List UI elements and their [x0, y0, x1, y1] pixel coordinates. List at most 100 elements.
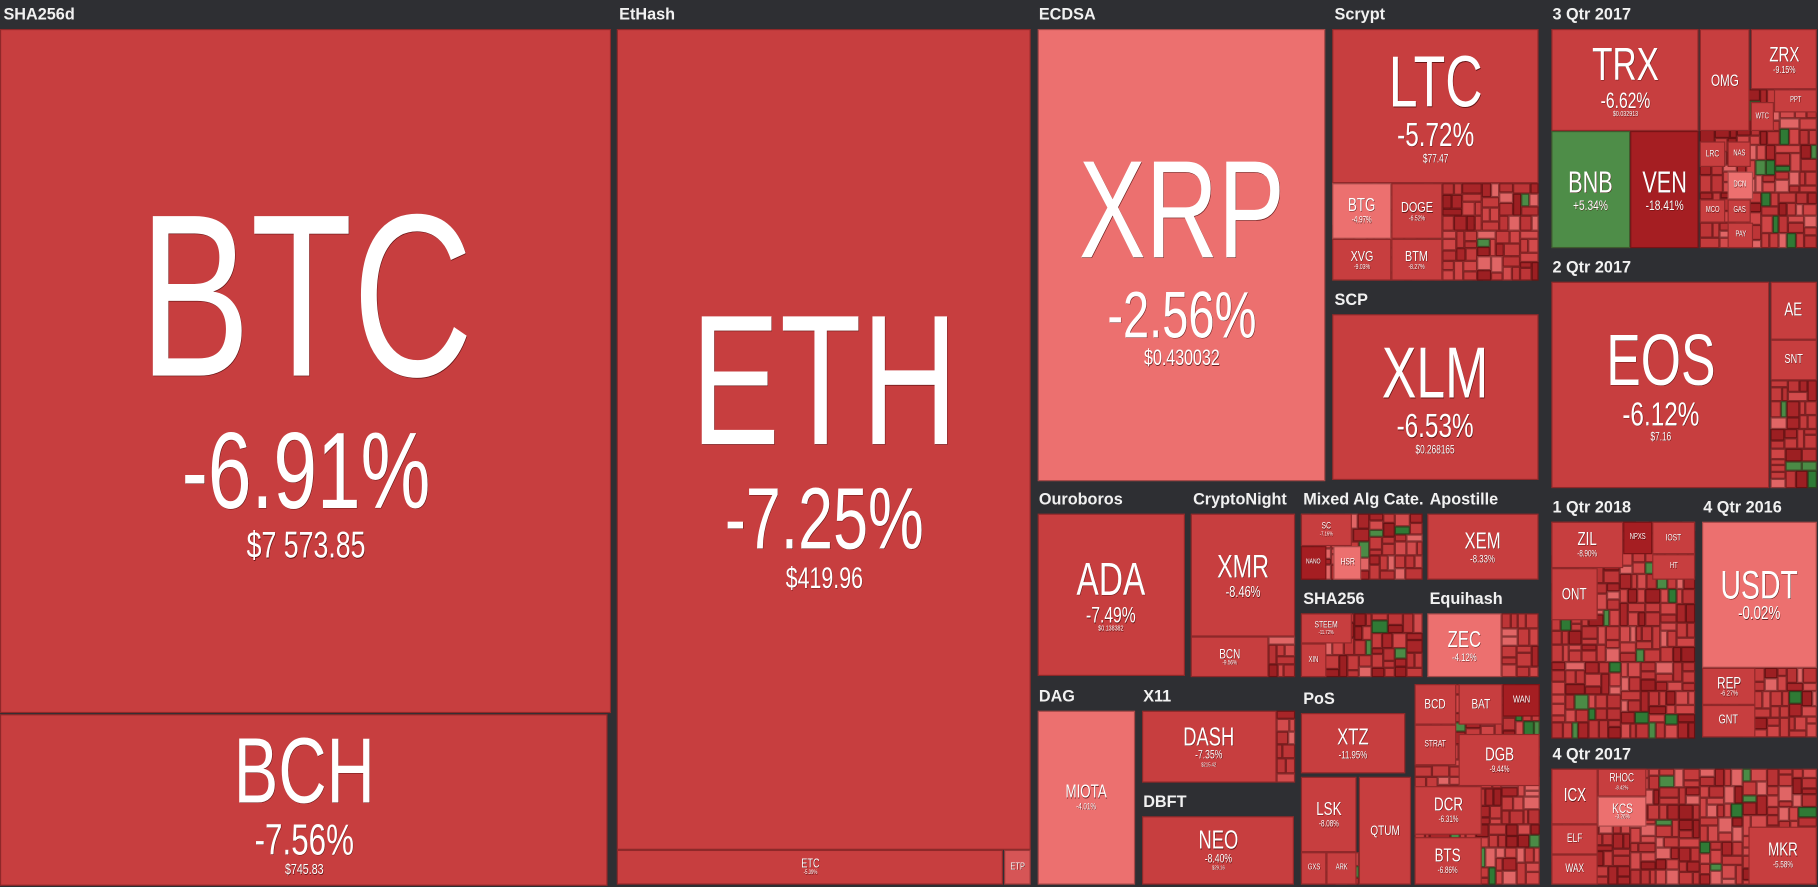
mini-tile	[1778, 786, 1793, 802]
coin-tile[interactable]: WAX	[1551, 854, 1598, 885]
coin-tile[interactable]: ADA -7.49% $0.138382	[1037, 513, 1185, 676]
coin-tile[interactable]: DGB -9.44%	[1458, 733, 1540, 787]
coin-tile[interactable]: BCD	[1414, 684, 1457, 725]
coin-tile[interactable]: SNT	[1770, 339, 1817, 381]
coin-tile[interactable]: EOS -6.12% $7.16	[1551, 281, 1770, 489]
coin-tile[interactable]: XMR -8.46%	[1190, 513, 1296, 637]
coin-tile[interactable]: BAT	[1458, 684, 1503, 725]
coin-tile[interactable]: NAS	[1727, 141, 1751, 167]
coin-tile[interactable]: MKR -5.58%	[1748, 826, 1817, 885]
coin-tile[interactable]: DOGE -6.52%	[1391, 183, 1443, 239]
coin-tile[interactable]: XVG -9.03%	[1332, 238, 1392, 281]
coin-tile[interactable]: XTZ -11.95%	[1300, 713, 1406, 774]
coin-tile[interactable]: WTC	[1750, 102, 1774, 132]
group-header: 4 Qtr 2016	[1703, 497, 1782, 516]
coin-tile[interactable]: RHOC -8.42%	[1597, 768, 1647, 797]
mini-tile	[1394, 666, 1407, 678]
coin-label: GAS	[1733, 207, 1745, 215]
coin-tile[interactable]: ETP	[1004, 849, 1031, 885]
coin-tile[interactable]: BCN -9.56%	[1190, 636, 1269, 678]
mini-tile	[1462, 201, 1475, 216]
coin-tile[interactable]: STEEM -11.72%	[1300, 613, 1352, 644]
coin-tile[interactable]: BNB +5.34%	[1551, 131, 1631, 249]
mini-tile	[1677, 722, 1689, 739]
coin-tile[interactable]: ONT	[1551, 568, 1598, 621]
coin-tile[interactable]: TRX -6.62% $0.032913	[1551, 28, 1699, 132]
coin-tile[interactable]: LTC -5.72% $77.47	[1332, 28, 1539, 184]
mini-tile	[1347, 670, 1359, 678]
mini-tile	[1531, 262, 1539, 281]
mini-tile	[1568, 644, 1582, 651]
mini-tile	[1442, 230, 1457, 239]
coin-tile[interactable]: GNT	[1702, 704, 1756, 738]
coin-tile[interactable]: WAN	[1502, 684, 1540, 717]
mini-tile	[1520, 267, 1532, 281]
coin-tile[interactable]: ZEC -4.12%	[1427, 613, 1502, 678]
coin-tile[interactable]: ETH -7.25% $419.96	[616, 28, 1031, 850]
coin-tile[interactable]: BTC -6.91% $7 573.85	[0, 28, 612, 714]
mini-tile	[1365, 640, 1372, 656]
coin-tile[interactable]: IOST	[1652, 521, 1696, 555]
mini-tile	[1655, 847, 1671, 860]
coin-tile[interactable]: BTM -8.27%	[1391, 238, 1443, 281]
coin-tile[interactable]: NEO -8.40% $29.16	[1142, 816, 1294, 885]
coin-tile[interactable]: LSK -8.08%	[1300, 776, 1357, 853]
mini-tile	[1513, 193, 1522, 216]
coin-label: DOGE -6.52%	[1401, 199, 1433, 223]
coin-tile[interactable]: XIN	[1300, 643, 1327, 678]
mini-tile	[1742, 768, 1751, 782]
coin-tile[interactable]: ARK	[1326, 852, 1357, 885]
mini-tile	[1387, 613, 1403, 625]
coin-tile[interactable]: PPT	[1773, 89, 1817, 113]
coin-tile[interactable]: DCR -6.31%	[1414, 786, 1482, 835]
mini-tile	[1666, 704, 1676, 715]
mini-tile	[1655, 673, 1674, 682]
coin-tile[interactable]: SC -7.16%	[1300, 513, 1352, 547]
coin-tile[interactable]: KCS -3.26%	[1597, 796, 1647, 827]
coin-tile[interactable]: ZRX -9.15%	[1750, 28, 1817, 90]
coin-label: ETP	[1010, 861, 1025, 873]
coin-tile[interactable]: ELF	[1551, 824, 1598, 855]
coin-change: -6.12%	[1621, 396, 1699, 434]
coin-tile[interactable]: BTS -6.86%	[1414, 837, 1482, 885]
coin-tile[interactable]: GXS	[1300, 852, 1327, 885]
coin-tile[interactable]: AE	[1770, 281, 1817, 340]
coin-tile[interactable]: OMG	[1699, 28, 1750, 132]
mini-tile	[1710, 863, 1722, 871]
coin-tile[interactable]: XRP -2.56% $0.430032	[1037, 28, 1326, 482]
coin-tile[interactable]: BCH -7.56% $745.83	[0, 714, 608, 886]
coin-tile[interactable]: ETC -5.39%	[616, 849, 1003, 885]
mini-tile	[1778, 202, 1787, 216]
coin-tile[interactable]: MIOTA -4.01%	[1037, 710, 1136, 885]
coin-tile[interactable]: HT	[1652, 554, 1696, 580]
coin-tile[interactable]: VEN -18.41%	[1630, 131, 1699, 249]
mini-tile	[1431, 765, 1450, 777]
coin-tile[interactable]: GAS	[1727, 199, 1751, 223]
coin-tile[interactable]: LRC	[1699, 141, 1726, 167]
coin-tile[interactable]: ZIL -8.90%	[1551, 521, 1624, 569]
coin-tile[interactable]: PAY	[1727, 222, 1754, 249]
coin-symbol: XVG	[1350, 247, 1374, 265]
mini-tile	[1706, 797, 1725, 805]
coin-tile[interactable]: REP -6.27%	[1702, 667, 1756, 705]
mini-tile	[1786, 667, 1798, 683]
mini-tile	[1711, 175, 1723, 193]
coin-tile[interactable]: ICX	[1551, 768, 1598, 825]
coin-tile[interactable]: QTUM	[1358, 776, 1412, 885]
coin-tile[interactable]: USDT -0.02%	[1702, 521, 1817, 668]
coin-tile[interactable]: HSR	[1333, 546, 1362, 580]
coin-tile[interactable]: XLM -6.53% $0.268165	[1332, 314, 1539, 481]
coin-symbol: XTZ	[1337, 724, 1369, 751]
coin-tile[interactable]: XEM -8.33%	[1427, 513, 1539, 580]
mini-tile	[1362, 626, 1372, 641]
coin-tile[interactable]: MCO	[1699, 199, 1726, 223]
coin-tile[interactable]: DASH -7.35% $215.42	[1142, 710, 1277, 783]
coin-symbol: BTG	[1348, 195, 1376, 216]
coin-tile[interactable]: NANO	[1300, 546, 1327, 580]
coin-tile[interactable]: BTG -4.97%	[1332, 183, 1392, 239]
coin-tile[interactable]: NPXS	[1623, 521, 1653, 555]
coin-tile[interactable]: STRAT	[1414, 724, 1457, 766]
mini-tile	[1619, 565, 1633, 574]
coin-tile[interactable]: DCN	[1727, 171, 1754, 200]
mini-tile	[1699, 175, 1712, 193]
